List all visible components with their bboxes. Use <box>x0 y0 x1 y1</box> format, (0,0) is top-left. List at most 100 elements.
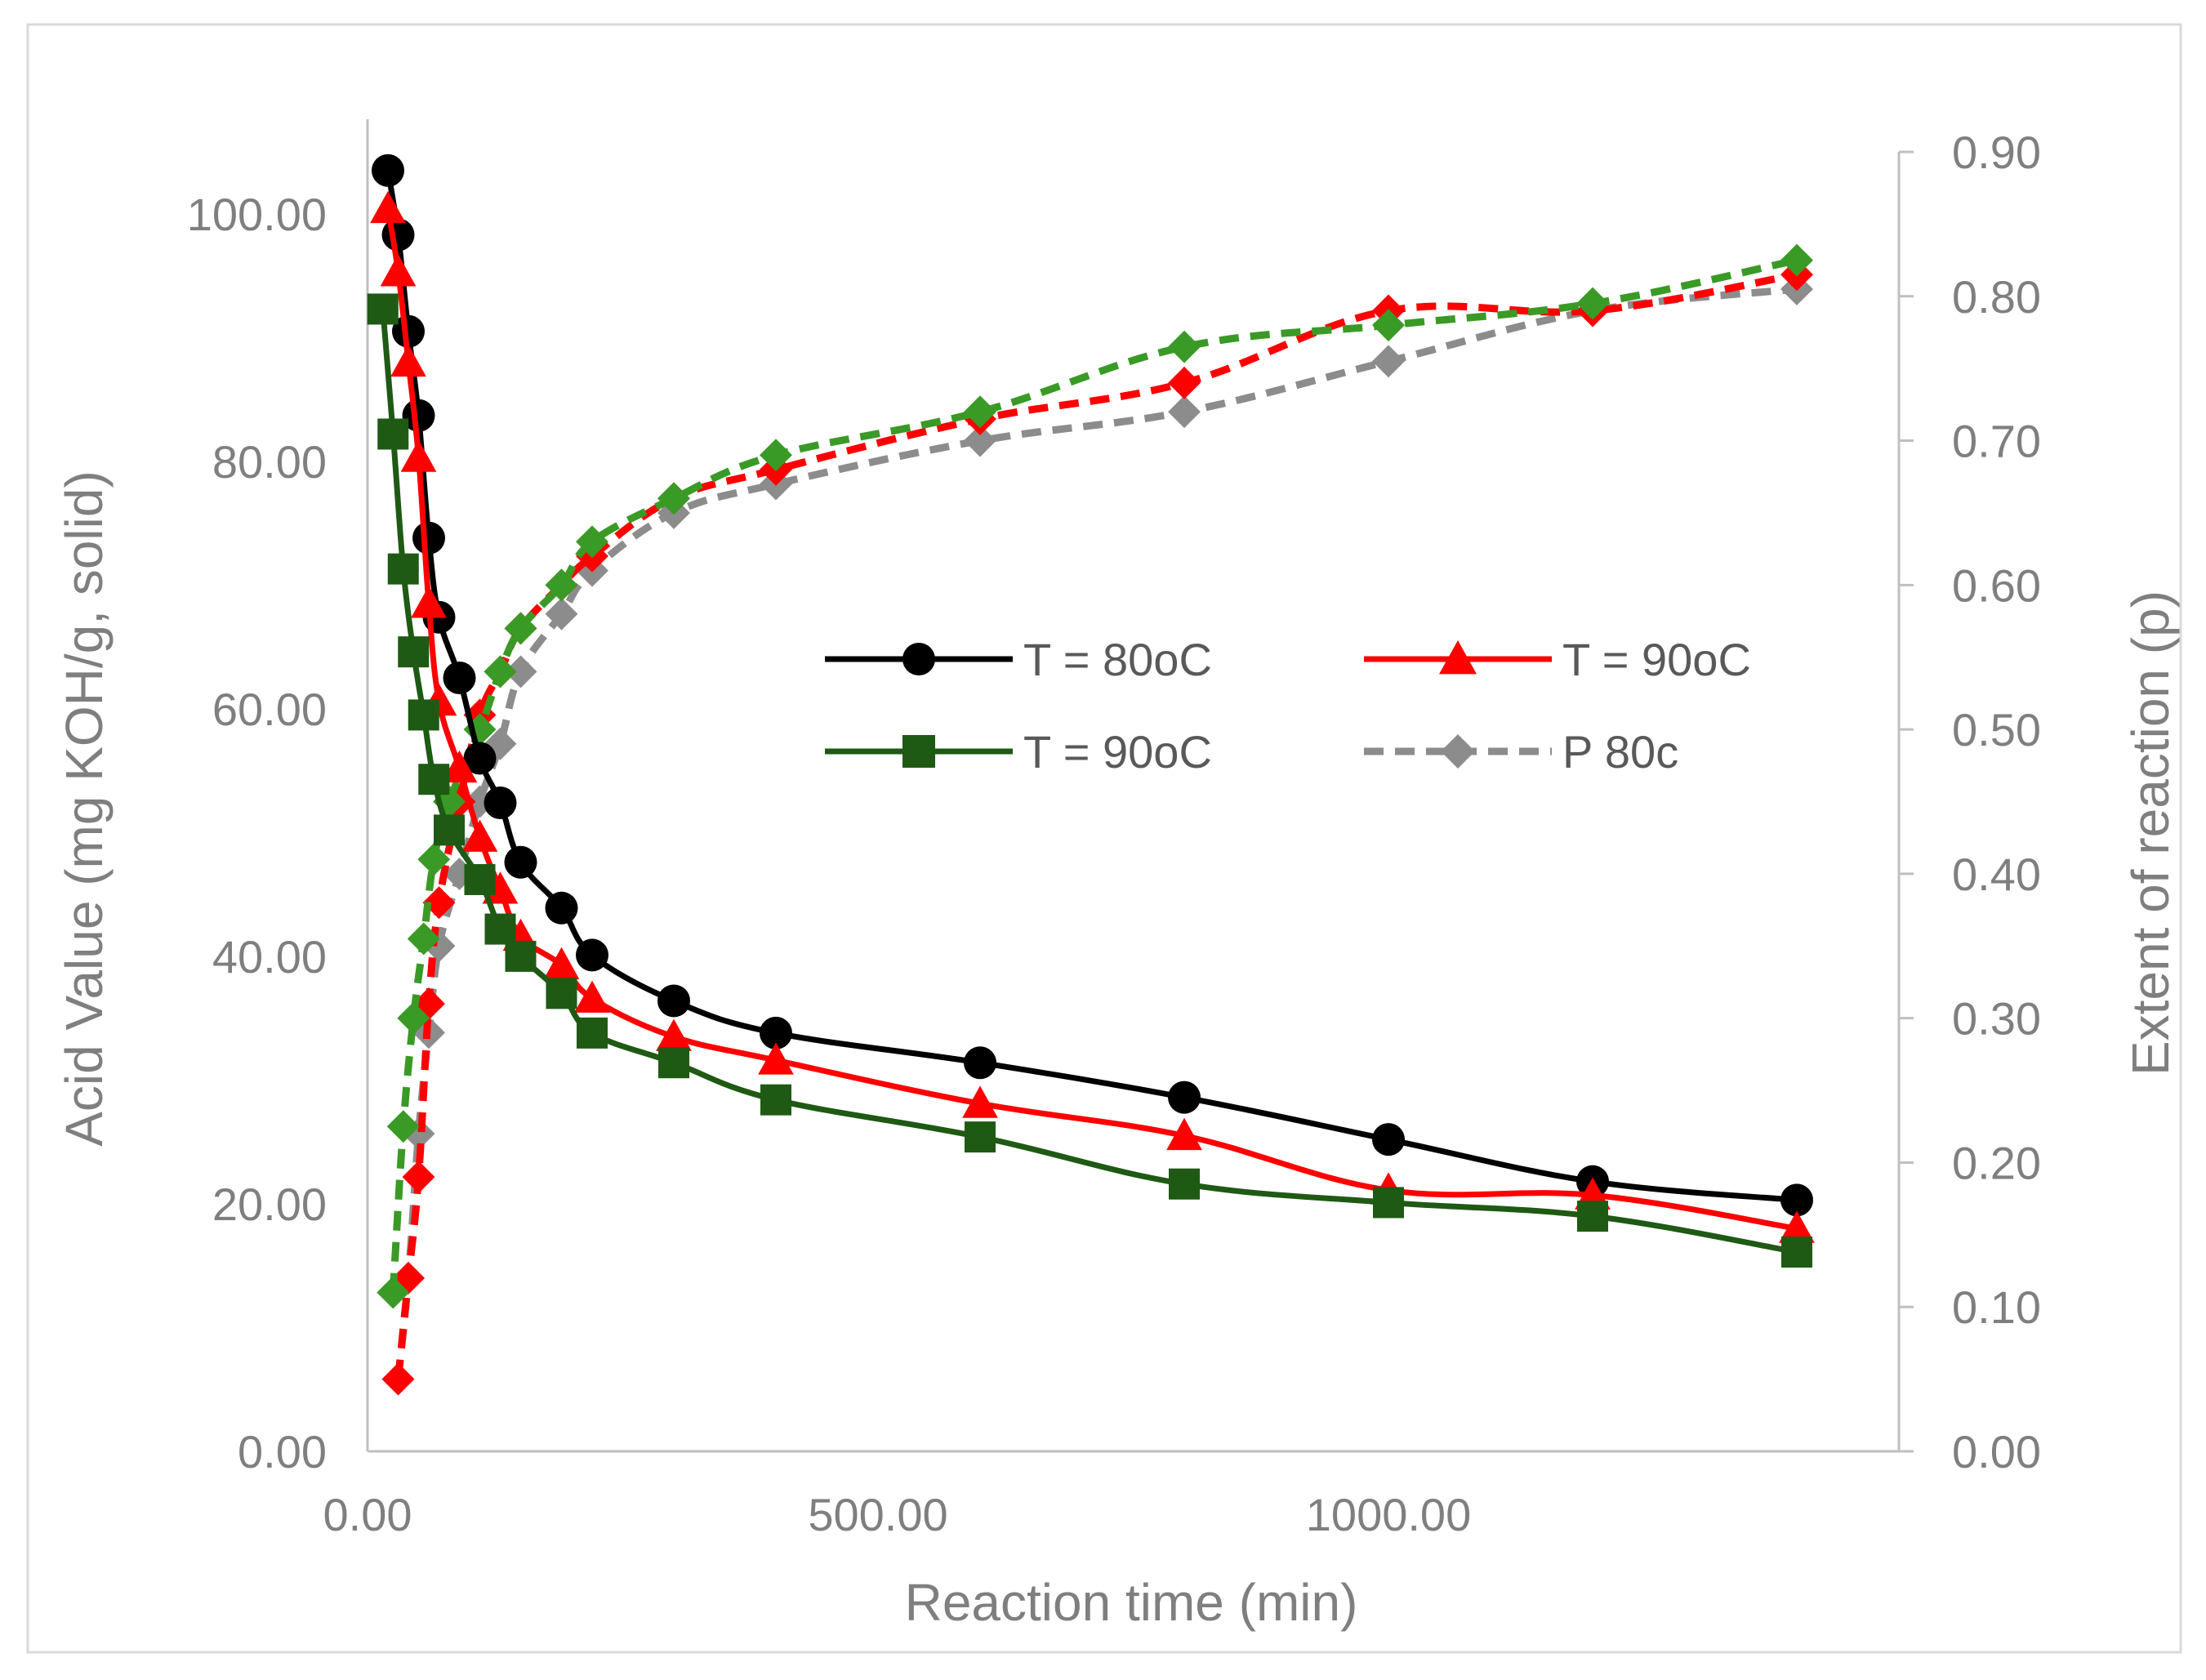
data-point <box>657 984 690 1018</box>
data-point <box>1781 1237 1812 1268</box>
data-point <box>443 661 476 694</box>
y2-tick-label: 0.70 <box>1952 416 2041 467</box>
x-axis-title: Reaction time (min) <box>905 1573 1358 1632</box>
legend-item-0: T = 80oC <box>825 634 1212 685</box>
legend: T = 80oC T = 90oC T = 90oC P 80c <box>825 634 1751 778</box>
data-point <box>1779 1210 1815 1243</box>
data-point <box>760 1084 791 1116</box>
y-axis-title: Acid Value (mg KOH/g, solid) <box>55 470 114 1147</box>
series-line <box>389 256 1798 1293</box>
data-point <box>1168 366 1201 399</box>
data-point <box>1780 243 1813 277</box>
legend-label: T = 90oC <box>1562 634 1751 685</box>
data-point <box>574 980 610 1013</box>
data-point <box>964 395 996 429</box>
legend-marker <box>902 643 935 675</box>
data-point <box>504 845 537 879</box>
data-point <box>1168 1081 1201 1114</box>
legend-marker <box>1439 640 1477 675</box>
data-point <box>1166 1117 1202 1151</box>
data-point <box>387 553 419 585</box>
data-point <box>484 913 516 945</box>
y-tick-label: 20.00 <box>212 1179 327 1230</box>
data-point <box>1372 309 1405 342</box>
data-point <box>417 843 451 876</box>
y2-tick-label: 0.60 <box>1952 559 2041 611</box>
data-point <box>760 439 792 472</box>
legend-item-3: P 80c <box>1364 726 1678 778</box>
data-point <box>482 871 519 904</box>
data-point <box>377 418 409 450</box>
y2-tick-label: 0.50 <box>1952 704 2041 755</box>
data-point <box>758 1042 794 1075</box>
data-point <box>504 655 537 688</box>
y2-tick-label: 0.00 <box>1952 1426 2041 1477</box>
series-line <box>394 270 1798 1380</box>
legend-item-1: T = 90oC <box>1364 634 1751 685</box>
data-point <box>1576 287 1609 320</box>
data-point <box>546 978 577 1009</box>
series-5 <box>377 243 1813 1309</box>
data-point <box>545 568 578 602</box>
data-point <box>367 293 399 325</box>
y2-tick-label: 0.30 <box>1952 993 2041 1045</box>
legend-label: P 80c <box>1562 726 1678 778</box>
legend-marker <box>902 735 935 768</box>
data-point <box>964 1046 996 1080</box>
data-point <box>407 922 440 956</box>
data-point <box>381 1362 415 1396</box>
data-point <box>397 1001 430 1035</box>
data-point <box>402 399 435 432</box>
y2-axis-title: Extent of reaction (p) <box>2121 590 2180 1076</box>
y-tick-label: 40.00 <box>212 931 327 983</box>
data-point <box>1577 1201 1608 1232</box>
y-tick-label: 60.00 <box>212 684 327 735</box>
data-point <box>656 1018 692 1051</box>
data-point <box>386 1110 420 1143</box>
axes: 0.00 20.00 40.00 60.00 80.00 100.00 0.00 0.10 0.… <box>187 119 2041 1540</box>
data-point <box>760 1016 792 1049</box>
data-point <box>577 1017 608 1049</box>
x-tick-label: 1000.00 <box>1306 1489 1471 1540</box>
data-point <box>576 938 608 972</box>
data-point <box>372 154 404 187</box>
legend-label: T = 80oC <box>1023 634 1212 685</box>
y-tick-label: 100.00 <box>187 189 327 240</box>
data-point <box>422 886 456 920</box>
data-point <box>398 636 430 668</box>
legend-label: T = 90oC <box>1023 726 1212 778</box>
data-point <box>504 612 537 645</box>
y2-tick-label: 0.10 <box>1952 1281 2041 1333</box>
data-point <box>576 525 608 559</box>
data-point <box>1168 395 1201 429</box>
data-point <box>422 929 456 963</box>
data-point <box>543 947 580 979</box>
data-point <box>412 521 445 555</box>
data-point <box>377 1276 410 1309</box>
y2-tick-label: 0.80 <box>1952 271 2041 323</box>
y2-tick-label: 0.40 <box>1952 849 2041 900</box>
data-point <box>1169 1168 1200 1200</box>
data-point <box>1372 345 1405 378</box>
y-tick-label: 80.00 <box>212 436 327 488</box>
series-layer <box>367 154 1815 1396</box>
legend-item-2: T = 90oC <box>825 726 1212 778</box>
data-point <box>464 863 496 895</box>
y-tick-label: 0.00 <box>238 1426 327 1477</box>
data-point <box>381 218 415 252</box>
chart-border <box>26 23 2182 1654</box>
y2-tick-label: 0.90 <box>1952 127 2041 178</box>
data-point <box>461 819 498 852</box>
x-tick-label: 0.00 <box>323 1489 412 1540</box>
data-point <box>441 750 478 783</box>
y2-tick-label: 0.20 <box>1952 1137 2041 1188</box>
data-point <box>411 586 447 618</box>
data-point <box>964 424 996 457</box>
series-2 <box>367 293 1812 1268</box>
data-point <box>400 439 437 472</box>
data-point <box>370 190 406 224</box>
data-point <box>392 314 425 348</box>
data-point <box>1780 1183 1813 1217</box>
data-point <box>390 344 426 377</box>
